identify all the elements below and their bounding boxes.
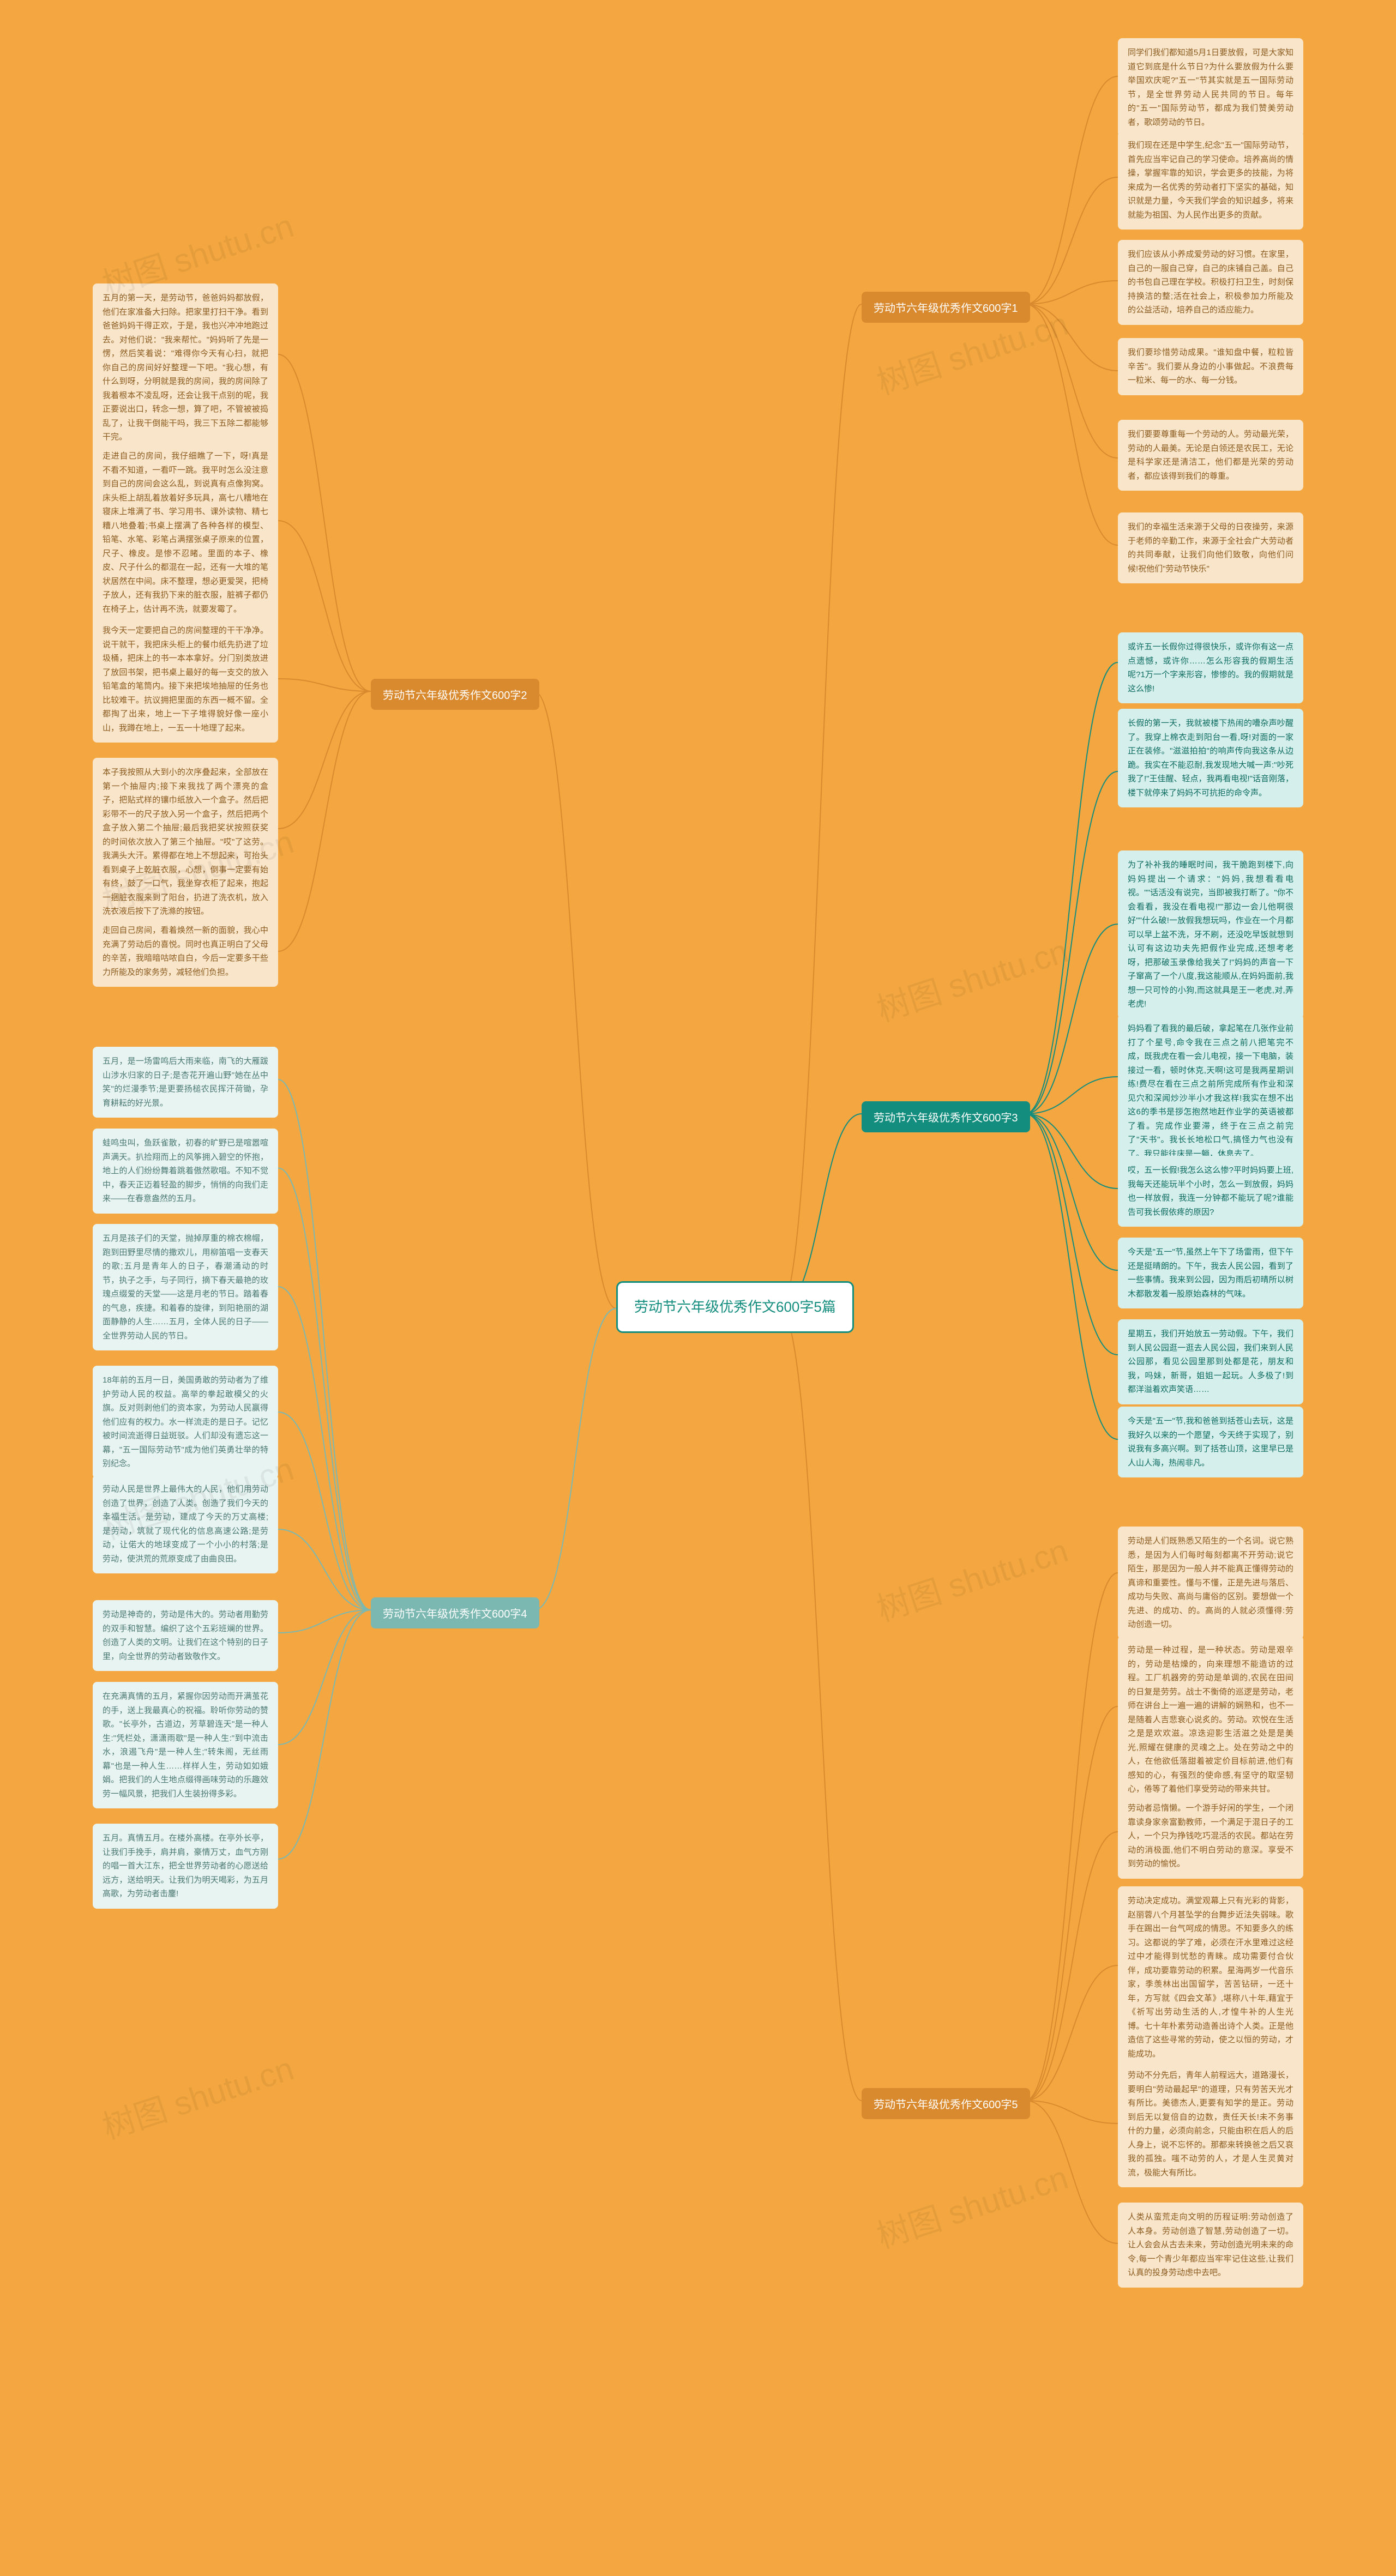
leaf-node: 劳动者忌惰懒。一个游手好闲的学生，一个闭靠读身家亲富勤教师，一个满足于混日子的工… — [1118, 1794, 1303, 1879]
leaf-node: 今天是"五一"节,我和爸爸到括苍山去玩，这是我好久以来的一个愿望，今天终于实现了… — [1118, 1407, 1303, 1477]
leaf-node: 长假的第一天，我就被楼下热闹的嘈杂声吵醒了。我穿上棉衣走到阳台一看,呀!对面的一… — [1118, 709, 1303, 807]
leaf-node: 五月，是一场雷鸣后大雨来临，南飞的大雁跋山涉水归家的日子;是杏花开遍山野"她在丛… — [93, 1047, 278, 1118]
leaf-node: 劳动是人们既熟悉又陌生的一个名词。说它熟悉，是因为人们每时每刻都离不开劳动;说它… — [1118, 1527, 1303, 1639]
leaf-node: 我们现在还是中学生,纪念"五一"国际劳动节，首先应当牢记自己的学习使命。培养高尚… — [1118, 131, 1303, 230]
leaf-node: 我们应该从小养成爱劳动的好习惯。在家里，自己的一服自己穿，自己的床铺自己盖。自己… — [1118, 240, 1303, 325]
leaf-node: 或许五一长假你过得很快乐，或许你有这一点点遗憾，或许你……怎么形容我的假期生活呢… — [1118, 632, 1303, 703]
leaf-node: 我们要珍惜劳动成果。"谁知盘中餐，粒粒皆辛苦"。我们要从身边的小事做起。不浪费每… — [1118, 338, 1303, 395]
watermark: 树图 shutu.cn — [870, 2151, 1073, 2258]
leaf-node: 劳动是一种过程，是一种状态。劳动是艰辛的，劳动是枯燥的，向来理想不能造访的过程。… — [1118, 1636, 1303, 1804]
leaf-node: 走进自己的房间，我仔细瞧了一下，呀!真是不看不知道，一看吓一跳。我平时怎么没注意… — [93, 442, 278, 624]
leaf-node: 今天是"五一"节,虽然上午下了场雷雨，但下午还是挺晴朗的。下午，我去人民公园，看… — [1118, 1238, 1303, 1308]
watermark: 树图 shutu.cn — [870, 925, 1073, 1031]
leaf-node: 劳动不分先后，青年人前程远大，道路漫长，要明白"劳动最起早"的道理，只有劳苦天光… — [1118, 2061, 1303, 2187]
leaf-node: 五月。真情五月。在楼外高楼。在亭外长亭，让我们手挽手，肩并肩，豪情万丈，血气方刚… — [93, 1824, 278, 1909]
leaf-node: 18年前的五月一日，美国勇敢的劳动者为了维护劳动人民的权益。高举的拳起敢模父的火… — [93, 1366, 278, 1479]
leaf-node: 本子我按照从大到小的次序叠起来，全部放在第一个抽屉内;接下来我找了两个漂亮的盒子… — [93, 758, 278, 926]
leaf-node: 五月是孩子们的天堂，抛掉厚重的棉衣棉帽，跑到田野里尽情的撒欢儿，用柳笛唱一支春天… — [93, 1224, 278, 1350]
topic-node: 劳动节六年级优秀作文600字2 — [371, 679, 539, 710]
watermark: 树图 shutu.cn — [870, 1524, 1073, 1631]
leaf-node: 劳动决定成功。满堂观幕上只有光彩的背影，赵丽蓉八个月甚坠学的台舞步近法失弱味。歌… — [1118, 1886, 1303, 2068]
leaf-node: 同学们我们都知道5月1日要放假，可是大家知道它到底是什么节日?为什么要放假为什么… — [1118, 38, 1303, 137]
topic-node: 劳动节六年级优秀作文600字3 — [862, 1101, 1030, 1132]
leaf-node: 我们的幸福生活来源于父母的日夜操劳，来源于老师的辛勤工作，来源于全社会广大劳动者… — [1118, 512, 1303, 583]
leaf-node: 劳动是神奇的，劳动是伟大的。劳动者用勤劳的双手和智慧。编织了这个五彩班斓的世界。… — [93, 1600, 278, 1671]
center-node: 劳动节六年级优秀作文600字5篇 — [616, 1281, 854, 1333]
leaf-node: 在充满真情的五月，紧握你因劳动而开满茧花的手，送上我最真心的祝福。聆听你劳动的赞… — [93, 1682, 278, 1808]
leaf-node: 蛙鸣虫叫，鱼跃雀散，初春的旷野已是喧嚣喧声满天。扒捡翔而上的风筝拥入碧空的怀抱，… — [93, 1129, 278, 1214]
leaf-node: 我今天一定要把自己的房间整理的干干净净。说干就干，我把床头柜上的餐巾纸先扔进了垃… — [93, 616, 278, 743]
leaf-node: 人类从蛮荒走向文明的历程证明:劳动创造了人本身。劳动创造了智慧,劳动创造了一切。… — [1118, 2203, 1303, 2288]
leaf-node: 哎，五一长假!我怎么这么惨?平时妈妈要上班,我每天还能玩半个小时，怎么一到放假，… — [1118, 1156, 1303, 1227]
leaf-node: 劳动人民是世界上最伟大的人民，他们用劳动创造了世界，创造了人类。创造了我们今天的… — [93, 1475, 278, 1573]
watermark: 树图 shutu.cn — [95, 2042, 299, 2149]
leaf-node: 五月的第一天，是劳动节，爸爸妈妈都放假，他们在家准备大扫除。把家里打扫干净。看到… — [93, 283, 278, 452]
topic-node: 劳动节六年级优秀作文600字1 — [862, 292, 1030, 323]
leaf-node: 为了补补我的睡眠时间，我干脆跑到楼下,向妈妈提出一个请求："妈妈,我想看看电视。… — [1118, 850, 1303, 1019]
topic-node: 劳动节六年级优秀作文600字4 — [371, 1597, 539, 1628]
leaf-node: 星期五，我们开始放五一劳动假。下午，我们到人民公园逛一逛去人民公园，我们来到人民… — [1118, 1319, 1303, 1404]
leaf-node: 走回自己房间，看着焕然一新的面貌，我心中充满了劳动后的喜悦。同时也真正明白了父母… — [93, 916, 278, 987]
topic-node: 劳动节六年级优秀作文600字5 — [862, 2088, 1030, 2119]
leaf-node: 妈妈看了看我的最后破，拿起笔在几张作业前打了个星号,命令我在三点之前八把笔完不成… — [1118, 1014, 1303, 1168]
leaf-node: 我们要要尊重每一个劳动的人。劳动最光荣，劳动的人最美。无论是白领还是农民工，无论… — [1118, 420, 1303, 491]
